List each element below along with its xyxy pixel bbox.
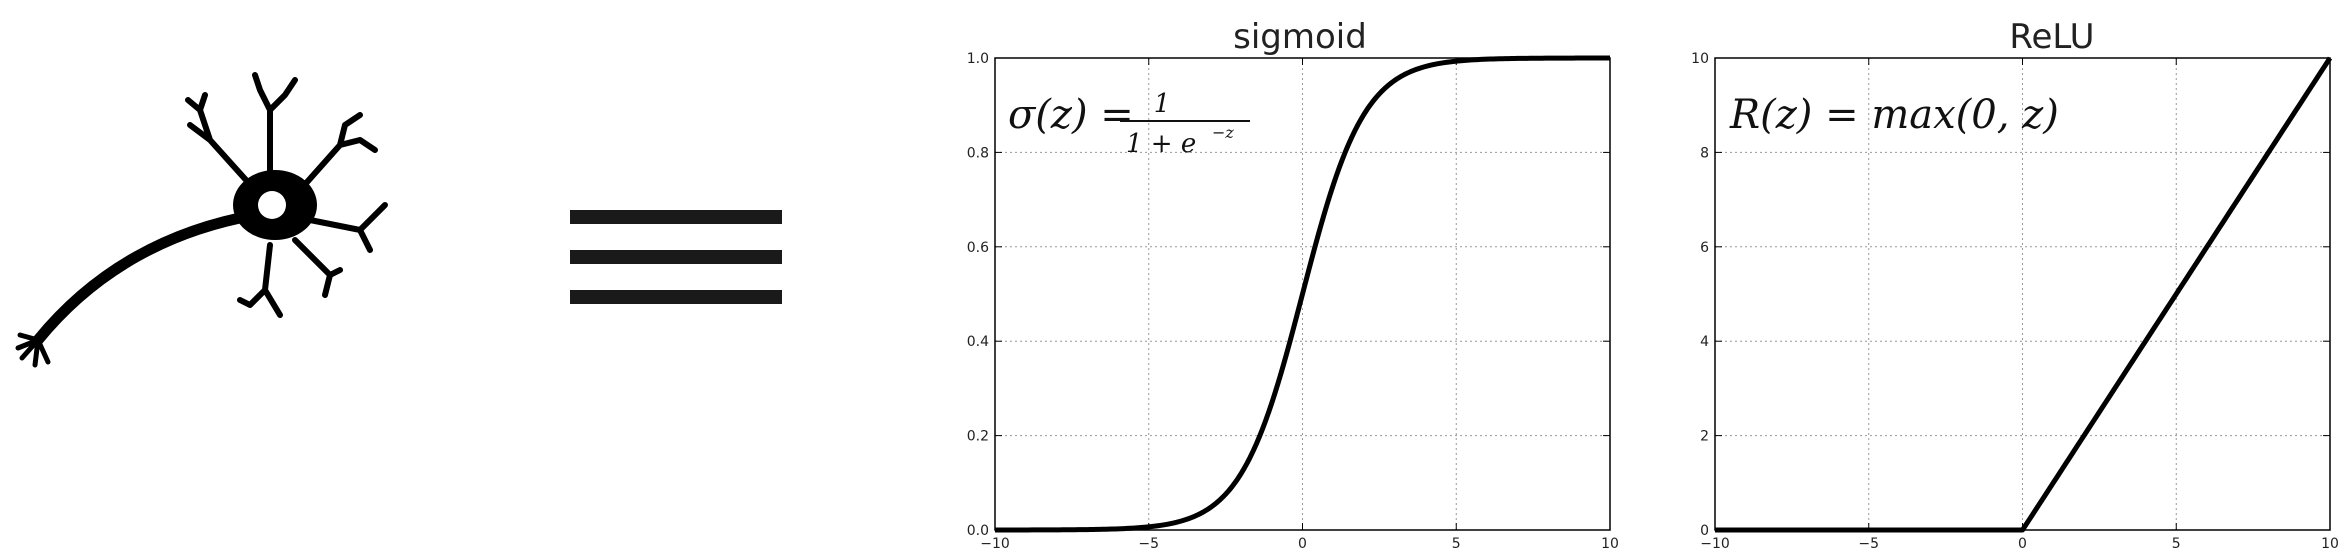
formula-lhs: σ(z) = (1008, 92, 1134, 138)
relu-chart: −10 −5 0 5 10 0 2 4 6 8 10 ReLU R(z) = max(0, z) (1660, 0, 2346, 554)
y-tick-label: 10 (1691, 51, 1709, 67)
equals-icon (560, 190, 800, 330)
y-tick-label: 6 (1700, 240, 1709, 256)
y-tick-label: 2 (1700, 429, 1709, 445)
x-tick-label: 10 (1601, 536, 1619, 552)
chart-title: sigmoid (1233, 17, 1367, 57)
x-tick-label: 5 (2172, 536, 2181, 552)
neuron-icon (0, 0, 420, 400)
x-tick-label: −10 (980, 536, 1010, 552)
x-tick-label: 10 (2321, 536, 2339, 552)
y-tick-label: 0.6 (967, 240, 989, 256)
y-tick-label: 1.0 (967, 51, 989, 67)
sigmoid-chart: −10 −5 0 5 10 0.0 0.2 0.4 0.6 0.8 1.0 sigmoid σ(z)… (940, 0, 1630, 554)
y-tick-label: 0 (1700, 523, 1709, 539)
x-tick-label: −5 (1858, 536, 1879, 552)
relu-formula: R(z) = max(0, z) (1729, 92, 2059, 138)
y-tick-label: 8 (1700, 145, 1709, 161)
x-tick-label: 5 (1452, 536, 1461, 552)
plot-area: −10 −5 0 5 10 0 2 4 6 8 10 (1691, 51, 2339, 552)
y-tick-label: 0.2 (967, 429, 989, 445)
formula-denominator: 1 + e (1126, 129, 1196, 159)
y-tick-label: 0.4 (967, 334, 989, 350)
x-tick-label: 0 (2018, 536, 2027, 552)
series-line (995, 55, 1610, 533)
y-tick-label: 0.0 (967, 523, 989, 539)
x-tick-label: −10 (1700, 536, 1730, 552)
y-tick-label: 0.8 (967, 145, 989, 161)
chart-title: ReLU (2009, 17, 2094, 57)
sigmoid-formula: σ(z) = 1 1 + e −z (1008, 89, 1250, 159)
formula-numerator: 1 (1154, 89, 1171, 119)
x-tick-label: 0 (1298, 536, 1307, 552)
formula-exponent: −z (1212, 123, 1234, 142)
plot-area: −10 −5 0 5 10 0.0 0.2 0.4 0.6 0.8 1.0 (967, 51, 1619, 552)
y-tick-label: 4 (1700, 334, 1709, 350)
sigmoid-plot: −10 −5 0 5 10 0.0 0.2 0.4 0.6 0.8 1.0 sigmoid σ(z)… (967, 17, 1619, 552)
relu-plot: −10 −5 0 5 10 0 2 4 6 8 10 ReLU R(z) = max(0, z) (1691, 17, 2339, 552)
series-line (1715, 56, 2333, 533)
x-tick-label: −5 (1138, 536, 1159, 552)
